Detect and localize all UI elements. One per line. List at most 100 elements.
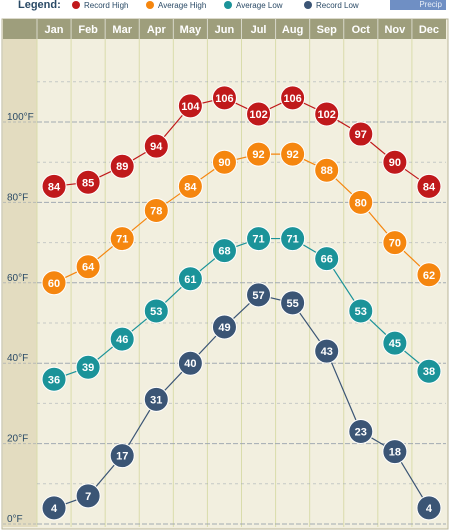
legend-entry-average-high: Average High	[146, 0, 207, 11]
record-high-point-sep	[314, 101, 340, 127]
record-low-point-may	[177, 350, 203, 376]
record-low-point-apr	[143, 386, 169, 412]
average-low-point-sep	[314, 246, 340, 272]
record-low-label-oct: 23	[355, 427, 367, 439]
record-high-label-oct: 97	[355, 129, 367, 141]
average-low-label-nov: 45	[389, 338, 401, 350]
record-high-point-dec	[416, 173, 442, 199]
average-low-point-nov	[382, 330, 408, 356]
record-high-label-aug: 106	[283, 93, 301, 105]
month-label-apr: Apr	[147, 24, 167, 36]
legend-label-average-high: Average High	[158, 1, 207, 10]
month-label-jan: Jan	[45, 24, 64, 36]
month-label-nov: Nov	[384, 24, 406, 36]
average-high-point-feb	[75, 254, 101, 280]
y-tick-label: 40°F	[7, 353, 28, 364]
average-low-point-jun	[211, 238, 237, 264]
y-tick-label: 0°F	[7, 514, 23, 525]
record-low-point-jan	[41, 495, 67, 521]
month-label-may: May	[180, 24, 202, 36]
record-low-point-nov	[382, 439, 408, 465]
record-low-point-aug	[280, 290, 306, 316]
average-low-point-jan	[41, 366, 67, 392]
average-high-point-mar	[109, 226, 135, 252]
average-low-label-may: 61	[184, 274, 196, 286]
average-high-label-dec: 62	[423, 270, 435, 282]
y-tick-label: 60°F	[7, 273, 28, 284]
average-low-label-aug: 71	[287, 234, 299, 246]
average-high-point-oct	[348, 189, 374, 215]
month-label-jul: Jul	[251, 24, 267, 36]
record-high-label-mar: 89	[116, 161, 128, 173]
record-low-label-sep: 43	[321, 346, 333, 358]
month-label-jun: Jun	[215, 24, 235, 36]
record-low-label-apr: 31	[150, 394, 162, 406]
average-low-point-mar	[109, 326, 135, 352]
record-low-label-feb: 7	[85, 491, 91, 503]
average-high-label-jun: 90	[218, 157, 230, 169]
record-low-point-oct	[348, 419, 374, 445]
record-high-label-feb: 85	[82, 177, 94, 189]
record-low-point-dec	[416, 495, 442, 521]
legend-label-record-low: Record Low	[316, 1, 359, 10]
record-low-point-sep	[314, 338, 340, 364]
record-high-point-mar	[109, 153, 135, 179]
average-low-label-jul: 71	[252, 234, 264, 246]
average-low-label-sep: 66	[321, 254, 333, 266]
legend-entry-average-low: Average Low	[224, 0, 283, 11]
record-high-point-jul	[246, 101, 272, 127]
average-high-point-sep	[314, 157, 340, 183]
average-low-label-dec: 38	[423, 366, 435, 378]
record-high-label-nov: 90	[389, 157, 401, 169]
record-low-point-feb	[75, 483, 101, 509]
legend-label-average-low: Average Low	[236, 1, 283, 10]
record-high-label-apr: 94	[150, 141, 163, 153]
average-high-label-oct: 80	[355, 197, 367, 209]
record-high-point-nov	[382, 149, 408, 175]
average-low-point-apr	[143, 298, 169, 324]
record-low-label-nov: 18	[389, 447, 401, 459]
average-low-point-dec	[416, 358, 442, 384]
average-high-label-nov: 70	[389, 238, 401, 250]
average-low-dot-icon	[224, 0, 232, 9]
record-low-point-mar	[109, 443, 135, 469]
average-high-point-jan	[41, 270, 67, 296]
average-low-label-jan: 36	[48, 374, 60, 386]
average-high-point-aug	[280, 141, 306, 167]
average-high-label-aug: 92	[287, 149, 299, 161]
average-low-label-feb: 39	[82, 362, 94, 374]
record-high-point-oct	[348, 121, 374, 147]
average-high-point-dec	[416, 262, 442, 288]
average-high-point-nov	[382, 230, 408, 256]
month-label-oct: Oct	[352, 24, 371, 36]
average-high-label-jan: 60	[48, 278, 60, 290]
record-low-label-jun: 49	[218, 322, 230, 334]
legend-entry-record-high: Record High	[72, 0, 129, 11]
average-high-label-apr: 78	[150, 205, 162, 217]
average-low-label-mar: 46	[116, 334, 128, 346]
record-low-point-jun	[211, 314, 237, 340]
average-low-label-apr: 53	[150, 306, 162, 318]
average-high-label-mar: 71	[116, 234, 128, 246]
average-high-point-may	[177, 173, 203, 199]
y-tick-label: 100°F	[7, 112, 34, 123]
month-label-mar: Mar	[112, 24, 132, 36]
month-label-feb: Feb	[78, 24, 98, 36]
record-high-point-apr	[143, 133, 169, 159]
record-high-point-jan	[41, 173, 67, 199]
record-high-label-may: 104	[181, 101, 200, 113]
average-high-point-jul	[246, 141, 272, 167]
record-high-point-jun	[211, 85, 237, 111]
record-high-label-jan: 84	[48, 181, 61, 193]
legend-label-record-high: Record High	[84, 1, 129, 10]
record-high-label-sep: 102	[318, 109, 336, 121]
y-tick-label: 80°F	[7, 192, 28, 203]
record-low-label-mar: 17	[116, 451, 128, 463]
average-high-dot-icon	[146, 0, 154, 9]
y-tick-label: 20°F	[7, 434, 28, 445]
month-label-aug: Aug	[282, 24, 303, 36]
month-header-bar	[3, 19, 446, 39]
average-low-point-aug	[280, 226, 306, 252]
average-low-label-jun: 68	[218, 246, 230, 258]
